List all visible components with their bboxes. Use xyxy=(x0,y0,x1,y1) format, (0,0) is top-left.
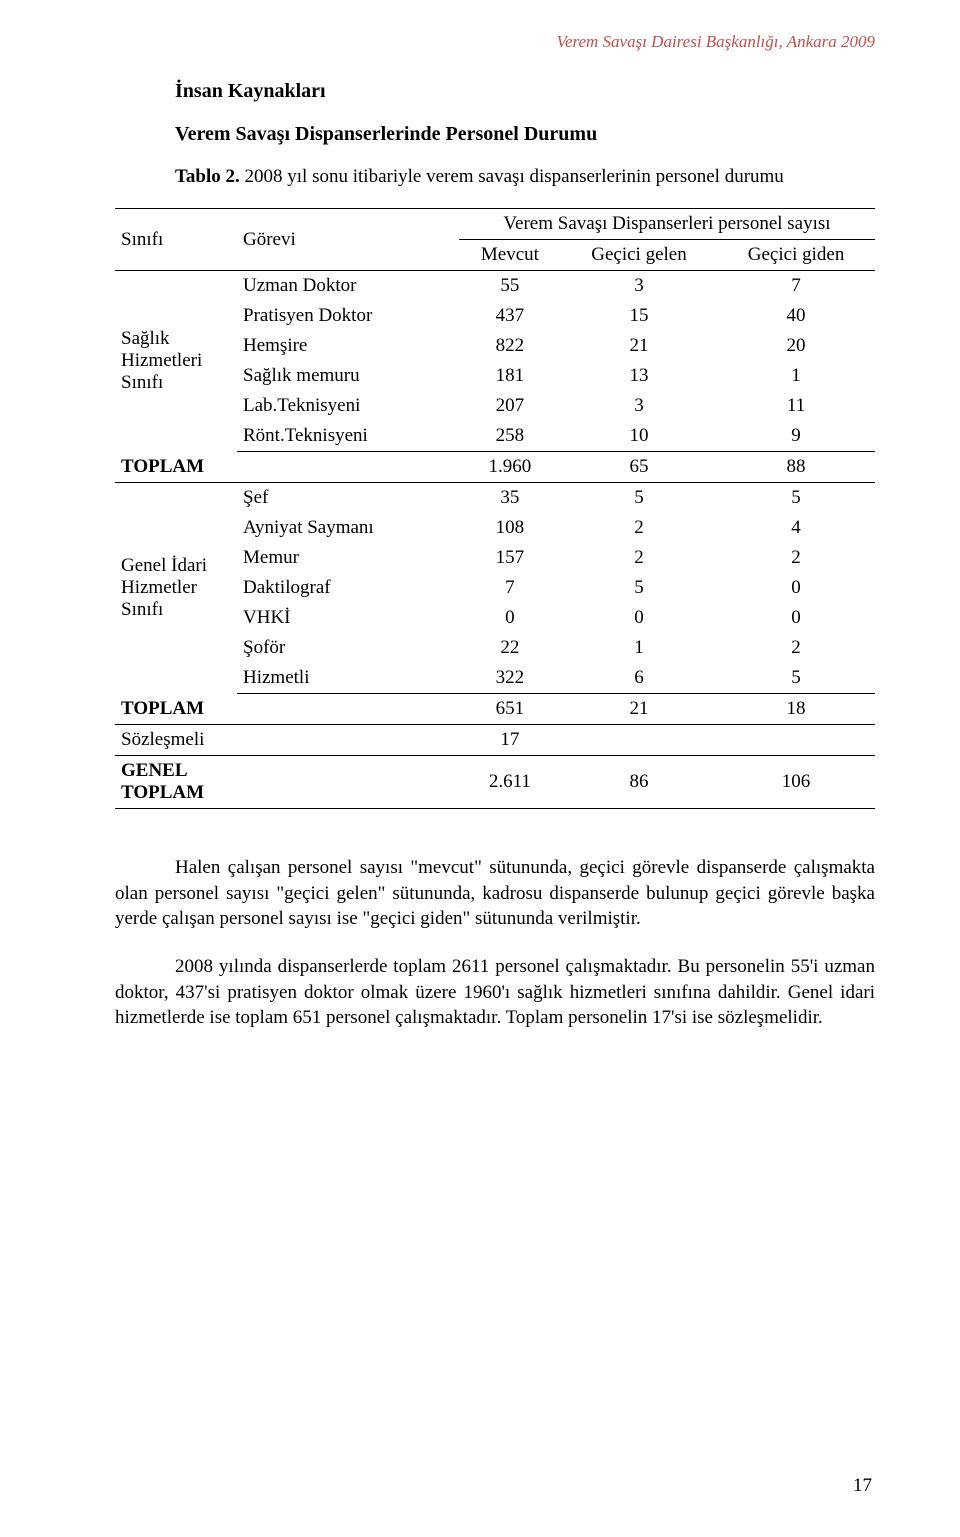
cell-giden: 11 xyxy=(717,391,875,421)
cell-gelen: 1 xyxy=(561,633,717,663)
subsection-title: Verem Savaşı Dispanserlerinde Personel D… xyxy=(175,123,875,146)
table-caption: Tablo 2. 2008 yıl sonu itibariyle verem … xyxy=(175,166,875,188)
cell-gorev: Pratisyen Doktor xyxy=(237,301,459,331)
cell-gelen: 5 xyxy=(561,573,717,603)
subtotal-row: TOPLAM 651 21 18 xyxy=(115,694,875,725)
th-gecici-giden: Geçici giden xyxy=(717,240,875,271)
body-text: Halen çalışan personel sayısı "mevcut" s… xyxy=(115,855,875,1031)
th-sinif: Sınıfı xyxy=(115,209,237,271)
cell-gorev: Şef xyxy=(237,483,459,514)
cell-gelen: 15 xyxy=(561,301,717,331)
cell-giden: 20 xyxy=(717,331,875,361)
cell-gelen: 10 xyxy=(561,421,717,452)
cell-gorev: Hizmetli xyxy=(237,663,459,694)
paragraph: 2008 yılında dispanserlerde toplam 2611 … xyxy=(115,954,875,1031)
subtotal-c: 18 xyxy=(717,694,875,725)
grand-total-row: GENEL TOPLAM 2.611 86 106 xyxy=(115,756,875,809)
cell-giden: 40 xyxy=(717,301,875,331)
subtotal-c: 88 xyxy=(717,452,875,483)
cell-gorev: Memur xyxy=(237,543,459,573)
paragraph: Halen çalışan personel sayısı "mevcut" s… xyxy=(115,855,875,932)
th-gorev: Görevi xyxy=(237,209,459,271)
subtotal-b: 65 xyxy=(561,452,717,483)
cell-mevcut: 35 xyxy=(459,483,561,514)
cell-mevcut: 258 xyxy=(459,421,561,452)
cell-giden: 2 xyxy=(717,633,875,663)
table-caption-text: 2008 yıl sonu itibariyle verem savaşı di… xyxy=(240,166,784,187)
cell-gelen: 21 xyxy=(561,331,717,361)
sozlesmeli-c xyxy=(717,725,875,756)
cell-mevcut: 822 xyxy=(459,331,561,361)
cell-giden: 1 xyxy=(717,361,875,391)
cell-gelen: 6 xyxy=(561,663,717,694)
cell-giden: 0 xyxy=(717,573,875,603)
th-mevcut: Mevcut xyxy=(459,240,561,271)
cell-mevcut: 322 xyxy=(459,663,561,694)
cell-mevcut: 437 xyxy=(459,301,561,331)
cell-gelen: 5 xyxy=(561,483,717,514)
cell-gorev: Uzman Doktor xyxy=(237,271,459,302)
sozlesmeli-label: Sözleşmeli xyxy=(115,725,237,756)
group-label: Sağlık Hizmetleri Sınıfı xyxy=(115,271,237,452)
cell-giden: 0 xyxy=(717,603,875,633)
grand-c: 106 xyxy=(717,756,875,809)
subtotal-a: 651 xyxy=(459,694,561,725)
page-number: 17 xyxy=(853,1475,872,1497)
personnel-table: Sınıfı Görevi Verem Savaşı Dispanserleri… xyxy=(115,208,875,809)
cell-mevcut: 0 xyxy=(459,603,561,633)
subtotal-label: TOPLAM xyxy=(115,452,237,483)
cell-gelen: 3 xyxy=(561,391,717,421)
document-page: Verem Savaşı Dairesi Başkanlığı, Ankara … xyxy=(0,0,960,1537)
grand-b: 86 xyxy=(561,756,717,809)
table-caption-label: Tablo 2. xyxy=(175,166,240,187)
cell-mevcut: 22 xyxy=(459,633,561,663)
cell-giden: 7 xyxy=(717,271,875,302)
table-row: Sağlık Hizmetleri Sınıfı Uzman Doktor 55… xyxy=(115,271,875,302)
sozlesmeli-b xyxy=(561,725,717,756)
grand-total-label: GENEL TOPLAM xyxy=(115,756,237,809)
cell-mevcut: 108 xyxy=(459,513,561,543)
cell-gorev: Şoför xyxy=(237,633,459,663)
subtotal-row: TOPLAM 1.960 65 88 xyxy=(115,452,875,483)
cell-mevcut: 181 xyxy=(459,361,561,391)
cell-gorev: VHKİ xyxy=(237,603,459,633)
cell-gelen: 0 xyxy=(561,603,717,633)
cell-giden: 4 xyxy=(717,513,875,543)
subtotal-a: 1.960 xyxy=(459,452,561,483)
sozlesmeli-a: 17 xyxy=(459,725,561,756)
cell-mevcut: 7 xyxy=(459,573,561,603)
cell-gorev: Sağlık memuru xyxy=(237,361,459,391)
cell-mevcut: 207 xyxy=(459,391,561,421)
subtotal-b: 21 xyxy=(561,694,717,725)
cell-giden: 9 xyxy=(717,421,875,452)
cell-gorev: Rönt.Teknisyeni xyxy=(237,421,459,452)
cell-gelen: 3 xyxy=(561,271,717,302)
cell-gelen: 2 xyxy=(561,543,717,573)
th-gecici-gelen: Geçici gelen xyxy=(561,240,717,271)
cell-giden: 2 xyxy=(717,543,875,573)
cell-gorev: Hemşire xyxy=(237,331,459,361)
sozlesmeli-row: Sözleşmeli 17 xyxy=(115,725,875,756)
cell-gelen: 2 xyxy=(561,513,717,543)
cell-gorev: Daktilograf xyxy=(237,573,459,603)
section-title: İnsan Kaynakları xyxy=(175,80,875,103)
cell-mevcut: 157 xyxy=(459,543,561,573)
grand-a: 2.611 xyxy=(459,756,561,809)
subtotal-label: TOPLAM xyxy=(115,694,237,725)
cell-gorev: Ayniyat Saymanı xyxy=(237,513,459,543)
table-row: Genel İdari Hizmetler Sınıfı Şef 35 5 5 xyxy=(115,483,875,514)
cell-gelen: 13 xyxy=(561,361,717,391)
cell-giden: 5 xyxy=(717,483,875,514)
cell-mevcut: 55 xyxy=(459,271,561,302)
group-label: Genel İdari Hizmetler Sınıfı xyxy=(115,483,237,694)
cell-giden: 5 xyxy=(717,663,875,694)
running-header: Verem Savaşı Dairesi Başkanlığı, Ankara … xyxy=(115,32,875,52)
th-span-title: Verem Savaşı Dispanserleri personel sayı… xyxy=(459,209,875,240)
cell-gorev: Lab.Teknisyeni xyxy=(237,391,459,421)
